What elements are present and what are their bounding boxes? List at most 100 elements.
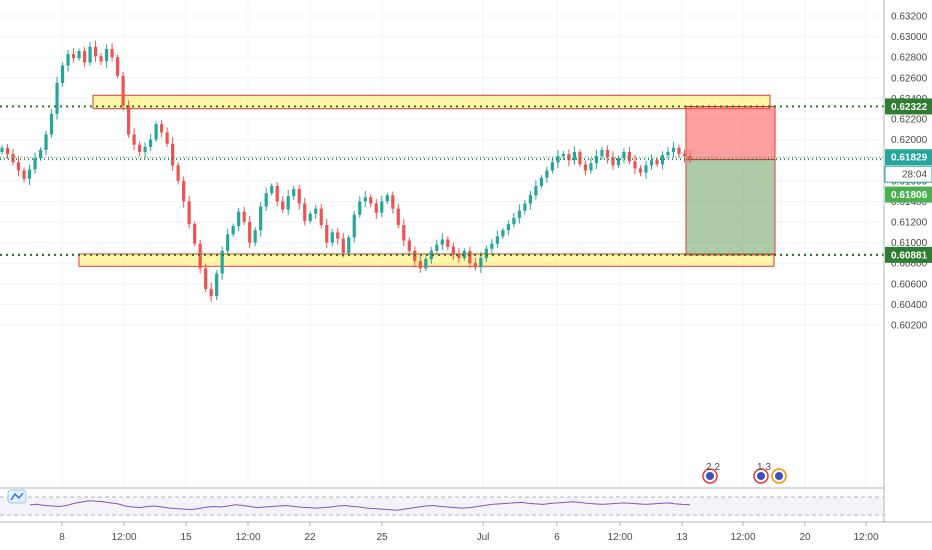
price-tick-label: 0.62200 <box>891 115 928 126</box>
candle-body <box>638 168 643 173</box>
time-tick-label: 12:00 <box>853 532 878 543</box>
candle-body <box>391 195 395 209</box>
event-dot <box>706 472 714 480</box>
candle-body <box>561 154 566 157</box>
candle-body <box>209 288 213 297</box>
candle-body <box>270 185 274 194</box>
candle-body <box>457 253 461 259</box>
price-tick-label: 0.60200 <box>891 321 928 332</box>
candle-body <box>93 46 98 57</box>
candle-body <box>132 134 136 145</box>
candle-body <box>99 56 103 62</box>
candle-body <box>600 149 604 157</box>
candle-body <box>138 144 142 152</box>
candle-body <box>5 147 10 155</box>
candle-body <box>49 113 54 135</box>
candle-body <box>231 226 235 235</box>
candle-body <box>682 154 687 157</box>
candle-body <box>215 273 219 297</box>
candle-body <box>149 139 153 147</box>
candle-body <box>589 163 593 171</box>
candle-body <box>413 250 417 262</box>
candle-body <box>0 147 4 152</box>
price-axis-tags: 0.62322 0.61829 0.61806 0.60881 28:04 <box>884 98 932 263</box>
candle-body <box>633 161 637 169</box>
candle-body <box>550 162 554 171</box>
price-tag-text-stop: 0.62322 <box>891 102 928 113</box>
time-tick-label: 12:00 <box>111 532 136 543</box>
price-tag-stop <box>885 98 932 115</box>
candle-body <box>66 54 70 66</box>
candle-body <box>126 105 131 135</box>
candle-body <box>666 151 670 156</box>
candle-body <box>336 232 340 239</box>
candle-body <box>11 154 15 163</box>
candle-body <box>226 234 230 251</box>
indicator-icon[interactable] <box>7 489 27 504</box>
candle-body <box>462 250 466 259</box>
candle-body <box>358 201 362 215</box>
stop-loss-area[interactable] <box>685 105 776 161</box>
candle-body <box>110 48 114 58</box>
time-tick-label: 15 <box>180 532 192 543</box>
price-tick-label: 0.60400 <box>891 300 928 311</box>
short-position-tool <box>685 105 776 256</box>
candle-body <box>523 203 527 211</box>
candle-body <box>308 213 312 221</box>
time-tick-label: 22 <box>304 532 316 543</box>
candle-body <box>396 208 400 226</box>
candle-body <box>644 165 648 173</box>
candle-body <box>115 57 120 76</box>
resistance-zone[interactable] <box>92 94 771 110</box>
candle-body <box>539 177 543 186</box>
time-axis-labels: 8 12:00 15 12:00 22 25 Jul 6 12:00 13 12:00 20 12:00 <box>59 522 879 543</box>
price-tick-label: 0.60600 <box>891 279 928 290</box>
candle-body <box>264 193 268 207</box>
time-tick-label: 12:00 <box>730 532 755 543</box>
candle-body <box>352 214 356 238</box>
candle-body <box>655 160 659 165</box>
candle-body <box>495 236 499 244</box>
candle-body <box>71 54 76 59</box>
candle-body <box>446 239 450 247</box>
countdown-text: 28:04 <box>902 170 927 181</box>
price-tick-label: 0.61200 <box>891 218 928 229</box>
take-profit-area[interactable] <box>685 159 776 256</box>
candle-body <box>583 164 588 171</box>
candle-body <box>171 143 175 166</box>
price-tag-text-entry: 0.61806 <box>891 190 928 201</box>
price-tick-label: 0.63000 <box>891 32 928 43</box>
candle-body <box>677 147 681 155</box>
event-dot <box>775 472 783 480</box>
candle-body <box>468 250 472 264</box>
candle-body <box>292 189 296 197</box>
candle-body <box>82 51 87 63</box>
price-tag-target <box>885 246 932 263</box>
price-tick-label: 0.61000 <box>891 238 928 249</box>
candle-body <box>220 250 224 274</box>
candle-body <box>424 259 428 269</box>
candle-body <box>297 189 301 204</box>
candle-body <box>121 75 125 106</box>
candle-body <box>330 232 334 243</box>
candle-body <box>303 203 307 221</box>
candle-body <box>627 151 632 162</box>
candle-body <box>319 208 323 226</box>
candle-body <box>440 239 444 245</box>
candle-body <box>451 246 455 254</box>
candle-body <box>374 203 378 213</box>
price-levels <box>0 105 884 256</box>
candle-body <box>204 268 208 289</box>
candle-body <box>143 146 147 152</box>
candle-body <box>275 185 279 202</box>
candle-body <box>198 243 202 269</box>
candle-body <box>512 217 516 225</box>
candle-body <box>248 222 252 243</box>
candle-body <box>363 197 367 202</box>
price-tag-text-target: 0.60881 <box>891 250 928 261</box>
price-tick-label: 0.62000 <box>891 135 928 146</box>
candle-body <box>325 225 329 243</box>
time-tick-label: 8 <box>59 532 65 543</box>
candle-body <box>314 208 318 214</box>
